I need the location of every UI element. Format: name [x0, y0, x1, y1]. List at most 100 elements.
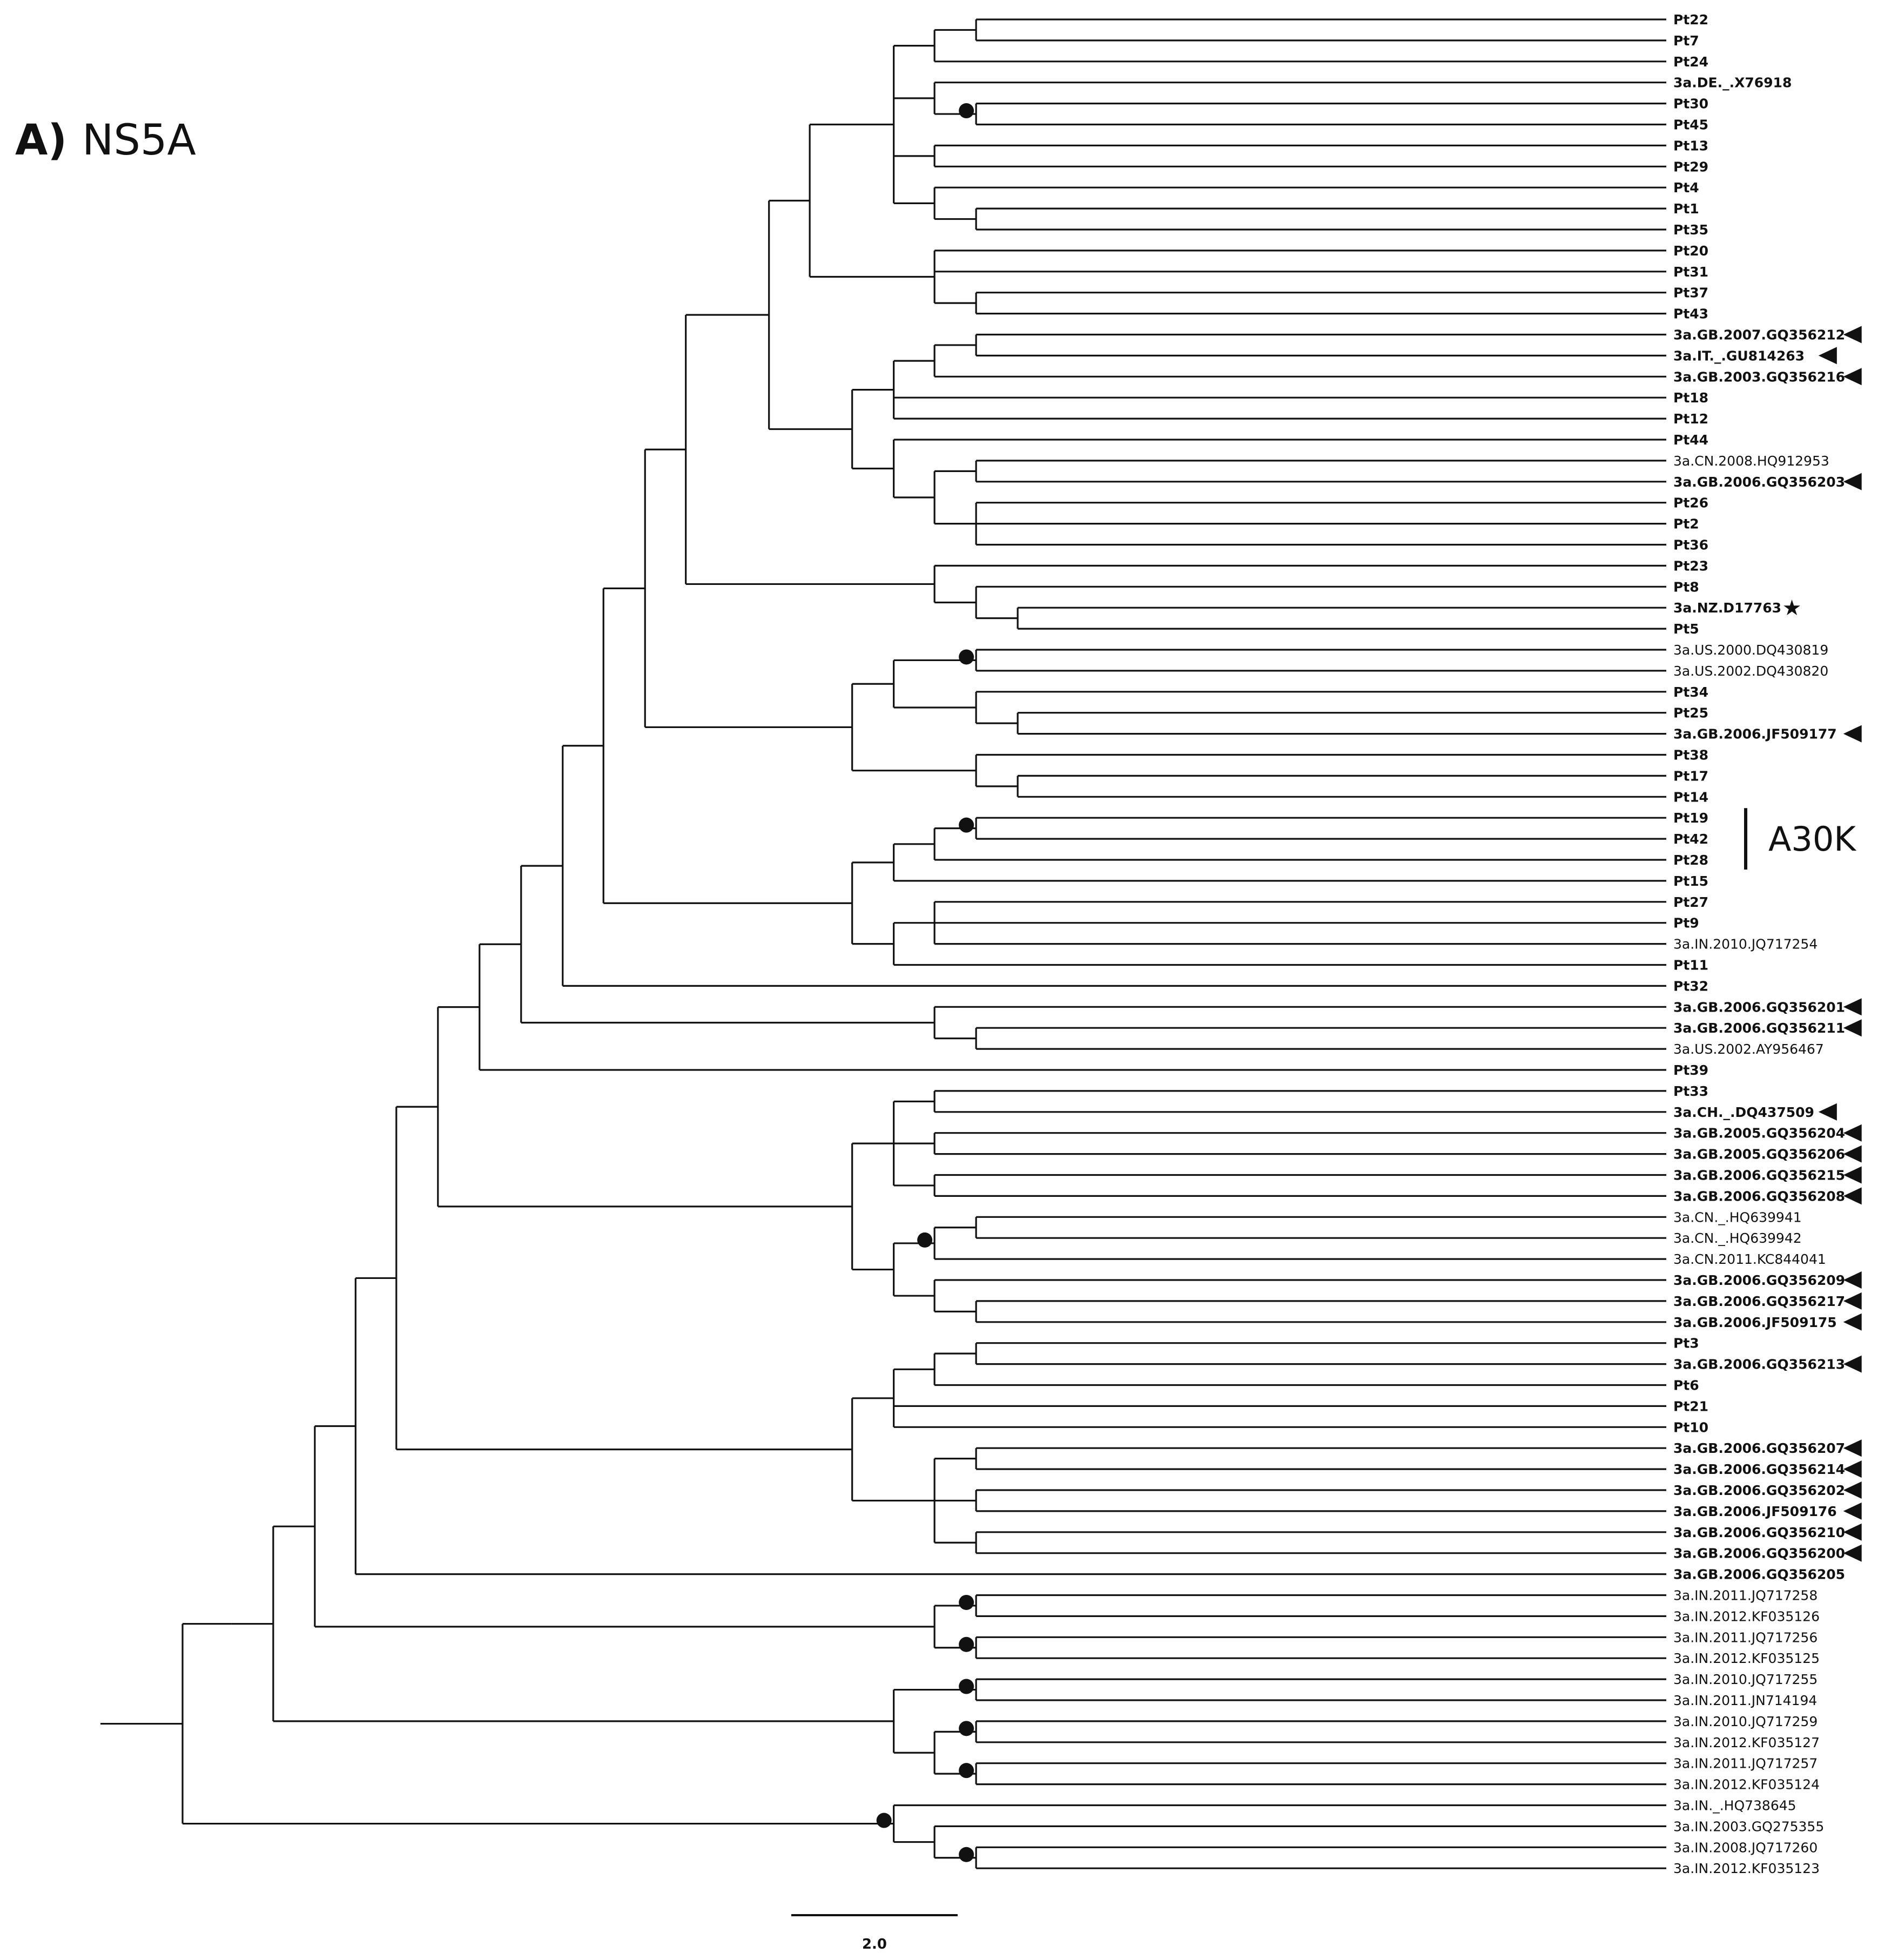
tip-label-pt30: Pt30	[1673, 96, 1708, 112]
support-dot-icon	[959, 103, 974, 119]
database-sequence-triangle-icon	[1843, 1271, 1862, 1289]
tip-label-3a-gb-2006-gq356207: 3a.GB.2006.GQ356207	[1673, 1440, 1845, 1456]
database-sequence-triangle-icon	[1843, 1355, 1862, 1373]
tip-label-pt28: Pt28	[1673, 852, 1708, 868]
database-sequence-triangle-icon	[1843, 368, 1862, 386]
tip-label-3a-nz-d17763: 3a.NZ.D17763	[1673, 600, 1781, 616]
tip-label-3a-gb-2006-gq356205: 3a.GB.2006.GQ356205	[1673, 1567, 1845, 1582]
tip-label-pt5: Pt5	[1673, 621, 1699, 637]
support-dot-icon	[876, 1813, 892, 1828]
tip-label-pt12: Pt12	[1673, 411, 1708, 427]
database-sequence-triangle-icon	[1843, 1019, 1862, 1037]
tip-label-3a-gb-2006-gq356215: 3a.GB.2006.GQ356215	[1673, 1168, 1845, 1183]
tip-label-3a-us-2002-dq430820: 3a.US.2002.DQ430820	[1673, 663, 1828, 679]
tip-label-3a-in-2012-kf035124: 3a.IN.2012.KF035124	[1673, 1777, 1820, 1793]
tip-label-pt42: Pt42	[1673, 831, 1708, 847]
tip-label-pt9: Pt9	[1673, 915, 1699, 931]
database-sequence-triangle-icon	[1843, 1313, 1862, 1331]
tip-label-3a-gb-2006-gq356217: 3a.GB.2006.GQ356217	[1673, 1294, 1845, 1309]
tip-label-pt21: Pt21	[1673, 1398, 1708, 1414]
tip-label-pt33: Pt33	[1673, 1083, 1708, 1099]
tip-label-3a-us-2000-dq430819: 3a.US.2000.DQ430819	[1673, 642, 1828, 658]
tip-label-3a-in-2012-kf035127: 3a.IN.2012.KF035127	[1673, 1735, 1820, 1750]
tip-label-3a-in-2011-jq717258: 3a.IN.2011.JQ717258	[1673, 1588, 1818, 1604]
tip-label-pt17: Pt17	[1673, 768, 1708, 784]
tip-label-pt19: Pt19	[1673, 810, 1708, 826]
tip-label-3a-cn-hq639941: 3a.CN._.HQ639941	[1673, 1209, 1802, 1225]
tip-label-pt7: Pt7	[1673, 33, 1699, 49]
gene-name: NS5A	[82, 116, 196, 165]
tip-label-pt36: Pt36	[1673, 537, 1708, 553]
clade-label: A30K	[1768, 819, 1856, 859]
tip-label-pt31: Pt31	[1673, 264, 1708, 280]
database-sequence-triangle-icon	[1843, 1166, 1862, 1184]
tip-label-pt14: Pt14	[1673, 789, 1708, 805]
tip-label-pt2: Pt2	[1673, 516, 1699, 532]
tip-label-3a-in-hq738645: 3a.IN._.HQ738645	[1673, 1798, 1796, 1814]
tip-label-pt25: Pt25	[1673, 705, 1708, 721]
support-dot-icon	[959, 1636, 974, 1652]
tip-label-pt27: Pt27	[1673, 894, 1708, 910]
tip-label-3a-cn-2008-hq912953: 3a.CN.2008.HQ912953	[1673, 453, 1829, 469]
tip-label-pt29: Pt29	[1673, 159, 1708, 174]
tip-label-pt23: Pt23	[1673, 558, 1708, 574]
database-sequence-triangle-icon	[1843, 1544, 1862, 1562]
tip-label-3a-gb-2006-gq356210: 3a.GB.2006.GQ356210	[1673, 1525, 1845, 1540]
database-sequence-triangle-icon	[1818, 1103, 1837, 1121]
tip-label-pt15: Pt15	[1673, 873, 1708, 889]
tip-label-3a-gb-2006-jf509177: 3a.GB.2006.JF509177	[1673, 726, 1837, 742]
support-dot-icon	[917, 1232, 933, 1248]
support-dot-icon	[959, 1594, 974, 1610]
support-dot-icon	[959, 649, 974, 665]
tip-label-3a-gb-2005-gq356204: 3a.GB.2005.GQ356204	[1673, 1126, 1845, 1141]
tip-label-3a-ch-dq437509: 3a.CH._.DQ437509	[1673, 1104, 1814, 1120]
database-sequence-triangle-icon	[1843, 725, 1862, 743]
tip-label-3a-in-2010-jq717255: 3a.IN.2010.JQ717255	[1673, 1672, 1818, 1687]
tip-label-3a-in-2011-jq717257: 3a.IN.2011.JQ717257	[1673, 1756, 1818, 1772]
tip-label-pt26: Pt26	[1673, 495, 1708, 511]
database-sequence-triangle-icon	[1843, 1124, 1862, 1142]
tip-label-pt4: Pt4	[1673, 180, 1699, 196]
database-sequence-triangle-icon	[1843, 1523, 1862, 1541]
database-sequence-triangle-icon	[1843, 1187, 1862, 1205]
tip-label-3a-gb-2006-gq356202: 3a.GB.2006.GQ356202	[1673, 1483, 1845, 1498]
tip-label-3a-us-2002-ay956467: 3a.US.2002.AY956467	[1673, 1041, 1824, 1057]
tip-label-pt38: Pt38	[1673, 747, 1708, 763]
tip-label-pt43: Pt43	[1673, 306, 1708, 322]
database-sequence-triangle-icon	[1843, 1502, 1862, 1520]
tip-label-3a-it-gu814263: 3a.IT._.GU814263	[1673, 348, 1805, 363]
tip-label-3a-gb-2005-gq356206: 3a.GB.2005.GQ356206	[1673, 1147, 1845, 1162]
tip-label-pt3: Pt3	[1673, 1336, 1699, 1351]
database-sequence-triangle-icon	[1843, 1292, 1862, 1310]
database-sequence-triangle-icon	[1843, 1481, 1862, 1499]
support-dot-icon	[959, 1721, 974, 1736]
tip-label-pt18: Pt18	[1673, 390, 1708, 406]
tip-label-pt22: Pt22	[1673, 12, 1708, 28]
tip-label-3a-in-2008-jq717260: 3a.IN.2008.JQ717260	[1673, 1840, 1818, 1855]
tip-label-3a-cn-2011-kc844041: 3a.CN.2011.KC844041	[1673, 1251, 1826, 1267]
support-dot-icon	[959, 1847, 974, 1862]
panel-letter: A)	[15, 116, 68, 165]
panel-title: A) NS5A	[15, 116, 196, 165]
tip-label-pt39: Pt39	[1673, 1062, 1708, 1078]
tip-label-pt10: Pt10	[1673, 1419, 1708, 1435]
reference-star-icon: ★	[1782, 596, 1802, 621]
tip-label-3a-gb-2006-jf509176: 3a.GB.2006.JF509176	[1673, 1504, 1837, 1519]
tip-label-3a-in-2011-jn714194: 3a.IN.2011.JN714194	[1673, 1693, 1817, 1708]
database-sequence-triangle-icon	[1843, 1439, 1862, 1457]
tip-label-3a-in-2012-kf035125: 3a.IN.2012.KF035125	[1673, 1651, 1820, 1666]
tip-label-3a-in-2011-jq717256: 3a.IN.2011.JQ717256	[1673, 1629, 1818, 1645]
tip-label-3a-in-2003-gq275355: 3a.IN.2003.GQ275355	[1673, 1818, 1824, 1834]
tip-label-pt13: Pt13	[1673, 138, 1708, 153]
tip-label-pt6: Pt6	[1673, 1378, 1699, 1393]
database-sequence-triangle-icon	[1843, 326, 1862, 343]
tip-label-3a-gb-2006-gq356203: 3a.GB.2006.GQ356203	[1673, 474, 1845, 490]
scale-bar-label: 2.0	[862, 1936, 887, 1952]
tip-label-pt11: Pt11	[1673, 958, 1708, 973]
tip-label-3a-in-2010-jq717254: 3a.IN.2010.JQ717254	[1673, 937, 1818, 952]
database-sequence-triangle-icon	[1843, 998, 1862, 1016]
tip-label-3a-gb-2006-gq356208: 3a.GB.2006.GQ356208	[1673, 1188, 1845, 1204]
tip-label-3a-in-2012-kf035123: 3a.IN.2012.KF035123	[1673, 1861, 1820, 1876]
tip-label-pt37: Pt37	[1673, 285, 1708, 301]
